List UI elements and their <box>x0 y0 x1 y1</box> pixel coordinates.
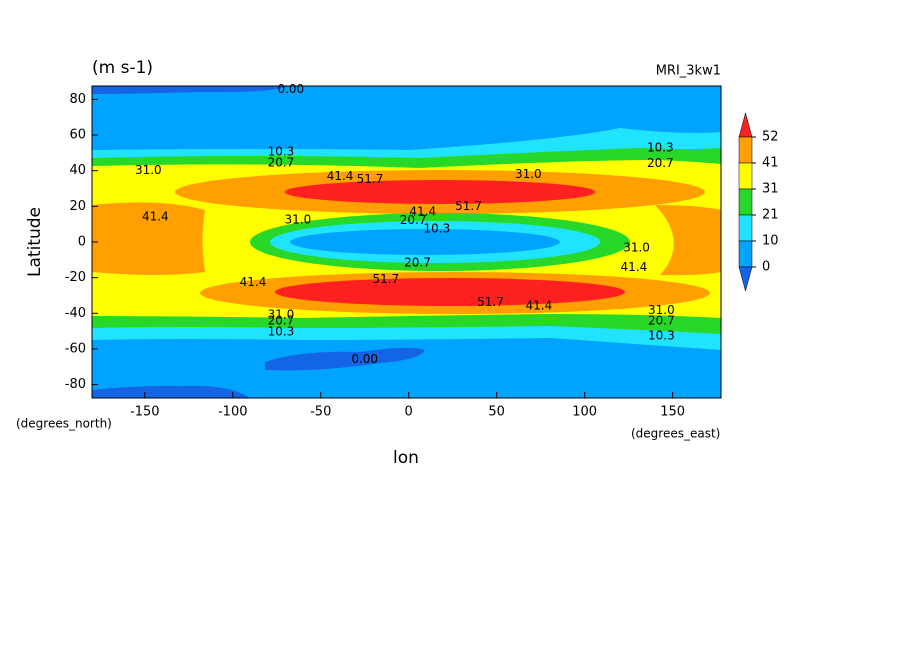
colorbar-box <box>738 162 753 190</box>
x-axis-label: lon <box>393 448 419 468</box>
contour-label: 41.4 <box>526 299 553 313</box>
contour-label: 41.4 <box>621 260 648 274</box>
contour-label: 10.3 <box>647 140 674 154</box>
contour-label: 51.7 <box>455 199 482 213</box>
contour-label: 20.7 <box>648 314 675 328</box>
colorbar-arrow <box>738 266 753 292</box>
contour-label: 20.7 <box>268 155 295 169</box>
colorbar-label: 52 <box>762 130 779 145</box>
y-tick-label: -20 <box>65 270 86 285</box>
units-title: (m s-1) <box>92 58 153 78</box>
y-tick-label: -60 <box>65 341 86 356</box>
contour-field <box>92 86 721 398</box>
contour-label: 51.7 <box>477 295 504 309</box>
contour-label: 10.3 <box>268 144 295 158</box>
colorbar-box <box>738 240 753 268</box>
y-tick-label: 0 <box>78 235 86 250</box>
y-tick-label: 80 <box>69 92 86 107</box>
colorbar-label: 31 <box>762 182 779 197</box>
x-tick-label: 50 <box>488 405 505 420</box>
colorbar-box <box>738 214 753 242</box>
colorbar-box <box>738 136 753 164</box>
contour-label: 10.3 <box>423 222 450 236</box>
y-axis-label: Latitude <box>25 207 45 277</box>
contour-label: 31.0 <box>648 303 675 317</box>
contour-label: 0.00 <box>277 82 304 96</box>
y-tick-label: 20 <box>69 199 86 214</box>
contour-label: 31.0 <box>515 167 542 181</box>
x-units: (degrees_east) <box>631 427 720 441</box>
x-tick-label: -100 <box>218 405 248 420</box>
x-tick-label: 150 <box>660 405 685 420</box>
colorbar-label: 21 <box>762 208 779 223</box>
y-units: (degrees_north) <box>16 417 112 431</box>
contour-label: 41.4 <box>327 169 354 183</box>
colorbar-arrow <box>738 112 753 138</box>
contour-label: 41.4 <box>240 275 267 289</box>
x-tick-label: 100 <box>572 405 597 420</box>
model-label: MRI_3kw1 <box>656 64 721 79</box>
contour-label: 31.0 <box>135 163 162 177</box>
y-tick-label: -80 <box>65 377 86 392</box>
contour-label: 31.0 <box>268 308 295 322</box>
contour-label: 20.7 <box>647 156 674 170</box>
colorbar-label: 41 <box>762 156 779 171</box>
contour-label: 0.00 <box>351 352 378 366</box>
contour-label: 20.7 <box>404 255 431 269</box>
y-tick-label: 40 <box>69 163 86 178</box>
y-tick-label: 60 <box>69 128 86 143</box>
contour-label: 41.4 <box>142 210 169 224</box>
colorbar-label: 0 <box>762 260 770 275</box>
contour-label: 51.7 <box>357 172 384 186</box>
contour-label: 10.3 <box>268 325 295 339</box>
contour-label: 31.0 <box>623 240 650 254</box>
contour-label: 20.7 <box>268 314 295 328</box>
y-tick-label: -40 <box>65 306 86 321</box>
contour-label: 41.4 <box>409 205 436 219</box>
contour-label: 31.0 <box>284 213 311 227</box>
colorbar-label: 10 <box>762 234 779 249</box>
contour-label: 10.3 <box>648 329 675 343</box>
x-tick-label: 0 <box>405 405 413 420</box>
contour-label: 51.7 <box>372 272 399 286</box>
x-tick-label: -50 <box>310 405 331 420</box>
contour-label: 20.7 <box>400 213 427 227</box>
colorbar-box <box>738 188 753 216</box>
x-tick-label: -150 <box>130 405 160 420</box>
